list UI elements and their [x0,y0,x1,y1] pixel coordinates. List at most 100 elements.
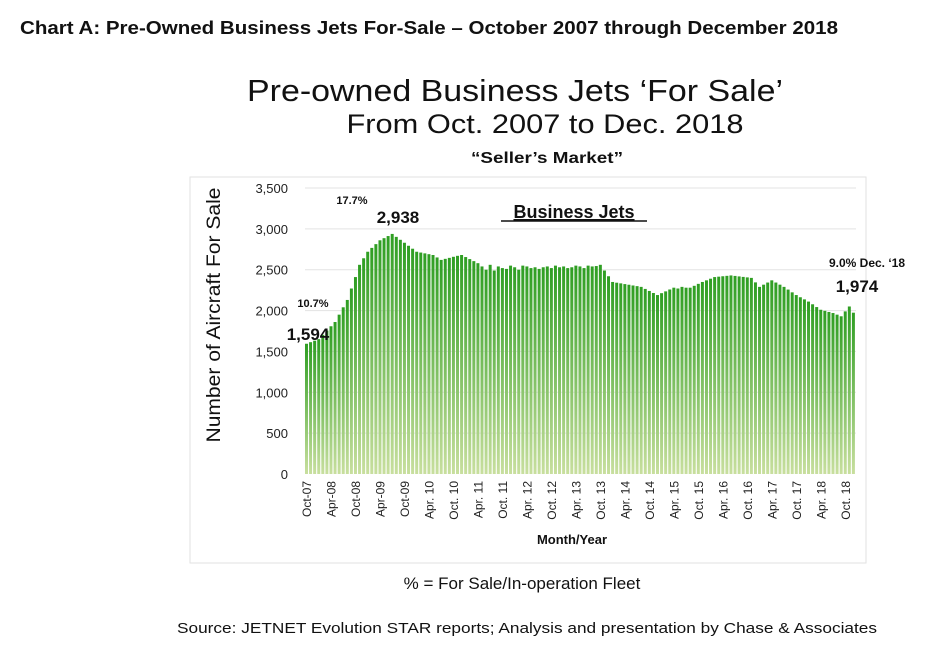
bar [411,248,415,474]
bar [704,280,708,474]
bar [390,233,394,474]
bar [782,286,786,474]
bar [602,270,606,474]
bar [786,289,790,474]
bar [741,276,745,474]
bar [717,276,721,474]
bar [839,316,843,474]
bar [325,330,329,474]
bar [627,284,631,474]
bar [496,266,500,474]
bar [460,255,464,474]
y-tick-label: 0 [281,467,288,482]
bar [419,252,423,474]
bar [521,265,525,474]
bar [386,236,390,474]
x-tick-label: Apr. 17 [765,481,779,519]
bar [639,286,643,474]
bar [847,306,851,474]
bar [394,236,398,474]
bar [651,293,655,474]
y-axis-label: Number of Aircraft For Sale [204,188,225,443]
bar [586,265,590,474]
bar [598,264,602,474]
bar [647,290,651,474]
bar [811,304,815,474]
bar [415,251,419,474]
bar [692,285,696,474]
bar [619,283,623,474]
bar [321,334,325,474]
bar [549,268,553,474]
bar [688,287,692,474]
bar [790,292,794,474]
bar [566,268,570,474]
bar [643,288,647,474]
x-tick-label: Oct. 13 [594,481,608,520]
bar [402,242,406,474]
bar [590,266,594,474]
x-tick-label: Apr. 14 [618,481,632,519]
x-tick-label: Oct-08 [349,481,363,517]
bar [558,267,562,474]
bar [533,267,537,474]
end-value-label: 1,974 [836,277,879,296]
bar [378,240,382,474]
chart-subtitle-2: “Seller’s Market” [471,150,623,167]
bar [778,284,782,474]
x-axis-label: Month/Year [537,532,607,547]
bar [427,254,431,474]
chart-subtitle: From Oct. 2007 to Dec. 2018 [347,109,744,139]
bar [349,288,353,474]
y-tick-label: 1,500 [255,344,288,359]
bar [541,267,545,474]
bar [578,266,582,474]
header-title: Chart A: Pre-Owned Business Jets For-Sal… [20,18,838,38]
peak-value-label: 2,938 [377,208,420,227]
bar [525,266,529,474]
bar [823,310,827,474]
bar [423,253,427,474]
bar [447,257,451,474]
bar [851,312,855,474]
bar [672,287,676,474]
bar [431,255,435,474]
bar [517,269,521,474]
bar [504,268,508,474]
source-note: Source: JETNET Evolution STAR reports; A… [177,620,877,637]
x-tick-label: Oct. 16 [741,481,755,520]
x-axis-ticks: Oct-07 Apr-08 Oct-08 Apr-09 Oct-09 Apr. 10 Oct… [300,481,853,520]
x-tick-label: Oct. 10 [447,481,461,520]
bar [676,288,680,474]
bar [370,247,374,474]
x-tick-label: Oct. 15 [692,481,706,520]
bar [753,282,757,474]
y-tick-label: 3,500 [255,181,288,196]
bar [500,268,504,474]
bar [488,264,492,474]
end-pct-label: 9.0% Dec. ‘18 [829,256,905,270]
bar [509,265,513,474]
bar [635,286,639,474]
bar [353,277,357,474]
y-axis-ticks: 0 500 1,000 1,500 2,000 2,500 3,000 3,500 [255,181,288,482]
bar [574,265,578,474]
x-tick-label: Oct. 11 [496,481,510,519]
bar [492,270,496,474]
bar [317,339,321,474]
start-pct-label: 10.7% [297,298,328,310]
bar [468,259,472,474]
y-tick-label: 3,000 [255,222,288,237]
bar [464,257,468,474]
bar [472,261,476,474]
bar [358,264,362,474]
bar [337,314,341,474]
bar [476,263,480,474]
bar [807,301,811,474]
bar [623,284,627,474]
x-tick-label: Apr. 11 [471,481,485,518]
bar [766,282,770,474]
bar [758,286,762,474]
start-value-label: 1,594 [287,325,330,344]
